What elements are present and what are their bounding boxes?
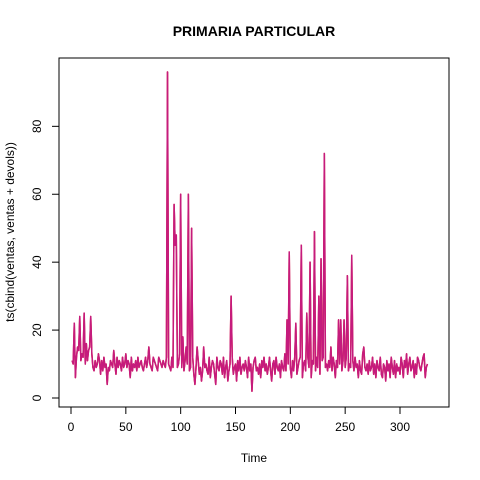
x-tick-label: 300: [390, 420, 410, 434]
plot-area: [58, 57, 450, 408]
series-line-2: [71, 71, 429, 392]
x-tick-label: 150: [225, 420, 245, 434]
y-tick-label: 0: [30, 394, 44, 401]
y-tick-label: 60: [30, 187, 44, 201]
y-tick-label: 20: [30, 323, 44, 337]
x-axis: 0 50 100 150 200 250 300: [68, 406, 410, 434]
x-tick-label: 200: [280, 420, 300, 434]
y-tick-label: 40: [30, 255, 44, 269]
x-tick-label: 0: [68, 420, 75, 434]
y-axis-label: ts(cbind(ventas, ventas + devols)): [3, 142, 17, 322]
x-axis-label: Time: [241, 451, 268, 465]
y-tick-label: 80: [30, 119, 44, 133]
x-tick-label: 50: [119, 420, 133, 434]
y-axis: 0 20 40 60 80: [30, 119, 60, 401]
x-tick-label: 250: [335, 420, 355, 434]
x-tick-label: 100: [171, 420, 191, 434]
series-line-1: [71, 71, 429, 392]
chart-title: PRIMARIA PARTICULAR: [173, 23, 336, 39]
series-layer: [71, 71, 429, 392]
